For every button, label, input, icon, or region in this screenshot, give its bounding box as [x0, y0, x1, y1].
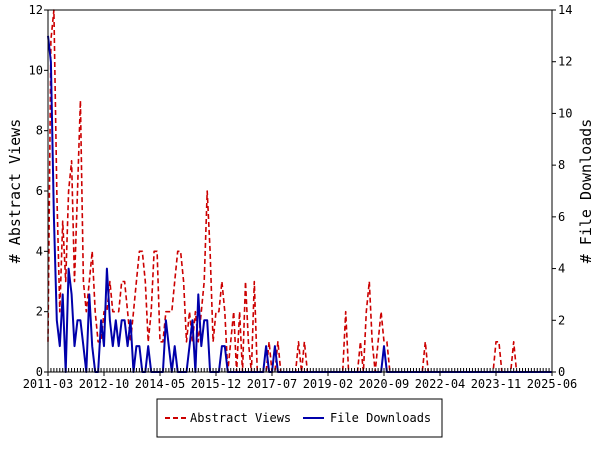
x-tick-label: 2025-06 [527, 377, 578, 391]
axis-tick-labels: 2011-03 2012-10 2014-05 2015-12 2017-07 2019-… [23, 3, 578, 391]
legend: Abstract Views File Downloads [156, 398, 443, 438]
y-right-tick-label: 0 [558, 365, 565, 379]
y-left-tick-label: 10 [29, 63, 43, 77]
y-right-tick-label: 12 [558, 55, 572, 69]
x-tick-label: 2015-12 [191, 377, 242, 391]
y-right-tick-label: 8 [558, 158, 565, 172]
x-tick-label: 2014-05 [135, 377, 186, 391]
y-right-axis-title: # File Downloads [577, 119, 595, 264]
y-right-tick-label: 6 [558, 210, 565, 224]
y-left-tick-label: 0 [36, 365, 43, 379]
y-left-tick-label: 2 [36, 305, 43, 319]
x-tick-label: 2022-04 [415, 377, 466, 391]
legend-label-abstract-views: Abstract Views [190, 411, 291, 425]
y-left-tick-label: 12 [29, 3, 43, 17]
plot-frame [47, 9, 553, 373]
series-line-abstract-views [47, 9, 552, 373]
x-tick-label: 2017-07 [247, 377, 298, 391]
series-line-file-downloads [47, 35, 552, 373]
y-right-tick-label: 10 [558, 106, 572, 120]
y-right-tick-label: 4 [558, 262, 565, 276]
x-tick-label: 2012-10 [79, 377, 130, 391]
y-left-tick-label: 8 [36, 124, 43, 138]
legend-label-file-downloads: File Downloads [330, 411, 431, 425]
y-right-tick-label: 2 [558, 313, 565, 327]
series-layer [47, 9, 552, 373]
x-tick-label: 2019-02 [303, 377, 354, 391]
y-right-tick-label: 14 [558, 3, 572, 17]
axis-ticks [44, 9, 556, 376]
y-left-tick-label: 4 [36, 244, 43, 258]
x-tick-label: 2011-03 [23, 377, 74, 391]
y-left-axis-title: # Abstract Views [6, 119, 24, 264]
y-left-tick-label: 6 [36, 184, 43, 198]
x-tick-label: 2020-09 [359, 377, 410, 391]
x-tick-label: 2023-11 [471, 377, 522, 391]
legend-box [156, 398, 443, 438]
